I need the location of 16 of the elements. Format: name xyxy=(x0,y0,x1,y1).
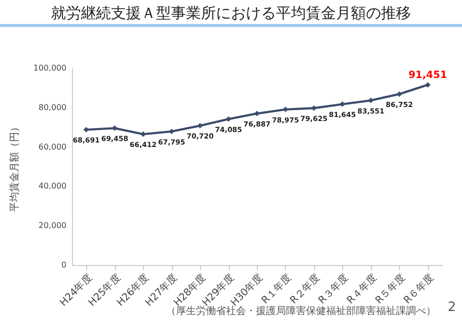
y-tick-label: 80,000 xyxy=(38,102,66,112)
y-tick-label: 100,000 xyxy=(33,64,66,72)
y-tick-label: 40,000 xyxy=(38,182,66,191)
annotation: 91,451 xyxy=(408,70,448,81)
y-tick-label: 20,000 xyxy=(38,221,66,230)
point xyxy=(425,82,431,88)
text: （厚生労働省社会・援護局障害保健福祉部障害福祉課調べ） xyxy=(166,306,436,318)
point xyxy=(226,116,232,122)
point xyxy=(396,91,402,97)
point xyxy=(254,110,260,116)
point xyxy=(197,122,203,128)
y-axis-title: 平均賃金月額（円） xyxy=(8,122,20,212)
y-tick-label: 0 xyxy=(61,260,66,270)
y-tick-label: 60,000 xyxy=(38,142,66,152)
text: 2 xyxy=(448,300,456,315)
chart-title: 就労継続支援Ａ型事業所における平均賃金月額の推移 xyxy=(50,4,412,23)
